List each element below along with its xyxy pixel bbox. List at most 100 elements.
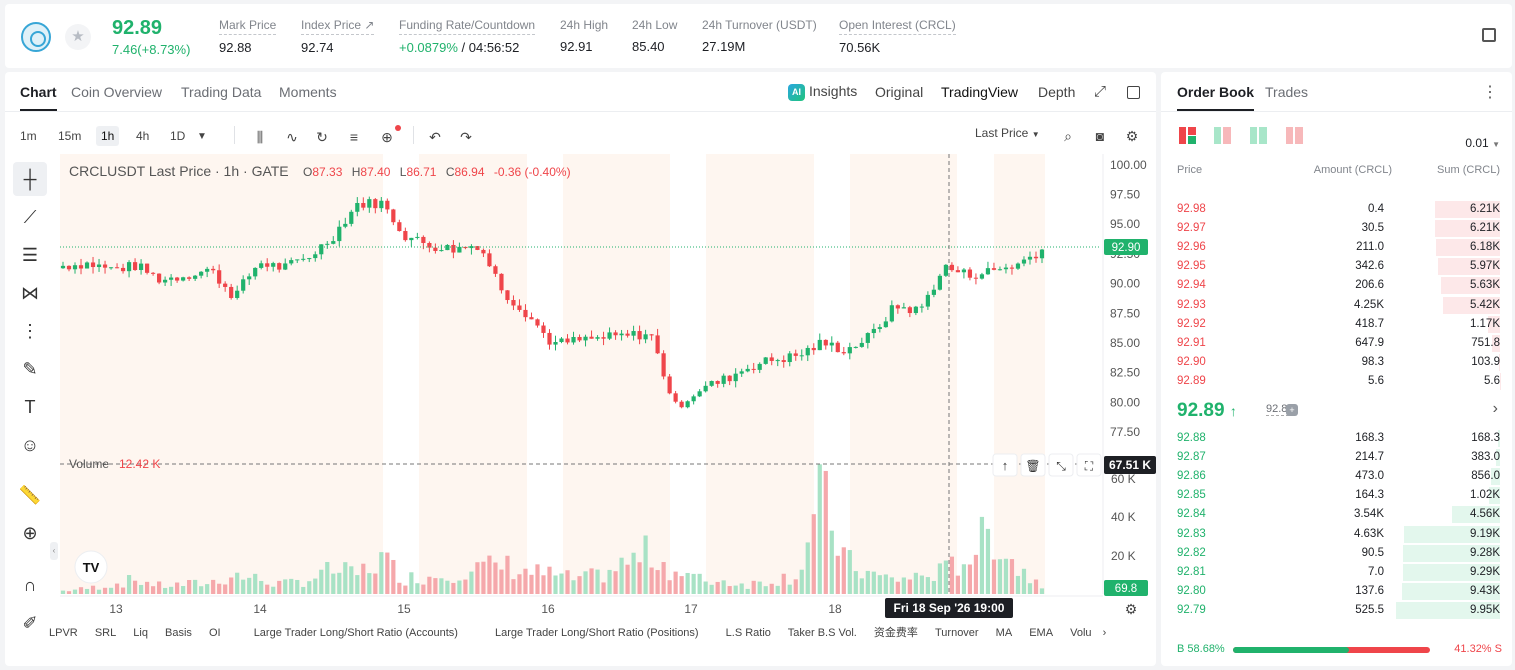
view-bids-icon[interactable]	[1250, 127, 1267, 144]
bid-row[interactable]: 92.86 473.0 856.0	[1161, 467, 1512, 486]
redo-icon[interactable]: ↷	[460, 129, 472, 145]
indicator-large-trader-accounts[interactable]: Large Trader Long/Short Ratio (Accounts)	[253, 627, 458, 639]
candle-type-icon[interactable]: ⫼	[256, 129, 264, 145]
stat-open-interest[interactable]: Open Interest (CRCL) 70.56K	[839, 18, 956, 55]
stat-funding-rate[interactable]: Funding Rate/Countdown +0.0879% / 04:56:…	[399, 18, 536, 55]
timeframe-15m[interactable]: 15m	[58, 129, 82, 143]
crosshair-tool-icon[interactable]: ┼	[13, 162, 47, 196]
compare-icon[interactable]: ↻	[316, 129, 328, 145]
indicator-taker-bs-vol[interactable]: Taker B.S Vol.	[787, 627, 857, 639]
magnet-tool-icon[interactable]: ∩	[23, 575, 37, 595]
settings-gear-icon[interactable]: ⚙	[1125, 128, 1139, 144]
move-up-button[interactable]	[992, 453, 1018, 477]
ask-row[interactable]: 92.92 418.7 1.17K	[1161, 315, 1512, 334]
ask-row[interactable]: 92.91 647.9 751.8	[1161, 334, 1512, 353]
ask-row[interactable]: 92.95 342.6 5.97K	[1161, 257, 1512, 276]
tab-trades[interactable]: Trades	[1265, 84, 1309, 100]
insights-button[interactable]: AI Insights	[788, 83, 857, 101]
bid-row[interactable]: 92.79 525.5 9.95K	[1161, 601, 1512, 620]
window-mode-icon[interactable]	[1127, 86, 1140, 99]
templates-icon[interactable]: ≡	[349, 129, 359, 145]
text-tool-icon[interactable]: T	[24, 397, 36, 417]
measure-tool-icon[interactable]: 📏	[18, 485, 42, 505]
chart-settings-icon[interactable]: ⚙	[1125, 601, 1138, 617]
indicator-lpvr[interactable]: LPVR	[49, 627, 78, 639]
indicator-funding-rate[interactable]: 资金费率	[873, 627, 918, 639]
chevron-right-icon[interactable]: ›	[1492, 400, 1498, 417]
precision-select[interactable]: 0.01 ▼	[1465, 136, 1500, 150]
tab-moments[interactable]: Moments	[279, 84, 337, 100]
timeframe-1h[interactable]: 1h	[96, 126, 120, 146]
bid-row[interactable]: 92.81 7.0 9.29K	[1161, 563, 1512, 582]
timeframe-1m[interactable]: 1m	[20, 129, 37, 143]
indicator-volume[interactable]: Volu	[1070, 627, 1092, 639]
stat-mark-price[interactable]: Mark Price 92.88	[219, 18, 277, 55]
price-source-select[interactable]: Last Price ▼	[975, 126, 1040, 140]
search-icon[interactable]: ⌕	[1064, 128, 1072, 144]
zoom-in-tool-icon[interactable]: ⊕	[22, 523, 38, 543]
timeframe-dropdown-icon[interactable]: ▼	[197, 131, 207, 142]
view-original[interactable]: Original	[875, 84, 924, 100]
tab-order-book[interactable]: Order Book	[1177, 84, 1255, 111]
bid-row[interactable]: 92.85 164.3 1.02K	[1161, 486, 1512, 505]
bid-row[interactable]: 92.84 3.54K 4.56K	[1161, 505, 1512, 524]
more-options-icon[interactable]: ⋮	[1482, 84, 1498, 101]
bid-row[interactable]: 92.83 4.63K 9.19K	[1161, 525, 1512, 544]
indicator-ema[interactable]: EMA	[1029, 627, 1054, 639]
collapse-toolbar-handle[interactable]: ‹	[50, 542, 58, 560]
collapse-pane-button[interactable]	[1048, 453, 1074, 477]
favorite-star-icon[interactable]: ★	[65, 24, 91, 50]
stat-index-price[interactable]: Index Price ↗ 92.74	[301, 18, 375, 55]
trend-line-tool-icon[interactable]: ⟋	[23, 207, 37, 227]
indicator-srl[interactable]: SRL	[94, 627, 117, 639]
add-alert-icon[interactable]: ⊕	[381, 129, 393, 145]
ask-row[interactable]: 92.97 30.5 6.21K	[1161, 219, 1512, 238]
tab-coin-overview[interactable]: Coin Overview	[71, 84, 163, 100]
bid-row[interactable]: 92.80 137.6 9.43K	[1161, 582, 1512, 601]
pattern-tool-icon[interactable]: ⋈	[21, 283, 39, 303]
bid-row[interactable]: 92.88 168.3 168.3	[1161, 429, 1512, 448]
indicator-oi[interactable]: OI	[209, 627, 221, 639]
notes-icon[interactable]	[1482, 28, 1496, 42]
tab-chart[interactable]: Chart	[20, 84, 57, 111]
ask-row[interactable]: 92.90 98.3 103.9	[1161, 353, 1512, 372]
arrow-up-icon: ↑	[1002, 458, 1009, 473]
horizontal-lines-tool-icon[interactable]: ☰	[21, 245, 39, 265]
volume-bar	[457, 580, 462, 594]
indicator-turnover[interactable]: Turnover	[934, 627, 979, 639]
timeframe-1d[interactable]: 1D	[170, 129, 186, 143]
indicator-ma[interactable]: MA	[995, 627, 1013, 639]
view-asks-icon[interactable]	[1286, 127, 1303, 144]
ask-row[interactable]: 92.93 4.25K 5.42K	[1161, 296, 1512, 315]
tradingview-logo-icon[interactable]	[74, 550, 108, 584]
price-chart[interactable]: 100.0097.5095.0092.5090.0087.5085.0082.5…	[5, 72, 1156, 666]
fib-tool-icon[interactable]: ⋮	[21, 321, 39, 341]
indicator-large-trader-positions[interactable]: Large Trader Long/Short Ratio (Positions…	[494, 627, 699, 639]
timeframe-4h[interactable]: 4h	[136, 129, 150, 143]
undo-icon[interactable]: ↶	[429, 129, 441, 145]
brush-tool-icon[interactable]: ✎	[22, 359, 38, 379]
emoji-tool-icon[interactable]: ☺	[20, 435, 40, 455]
indicators-icon[interactable]: ∿	[286, 129, 298, 145]
delete-pane-button[interactable]	[1020, 453, 1046, 477]
lock-drawing-tool-icon[interactable]: ✐	[22, 613, 38, 633]
view-depth[interactable]: Depth	[1038, 84, 1076, 100]
view-tradingview[interactable]: TradingView	[941, 84, 1019, 100]
ask-row[interactable]: 92.89 5.6 5.6	[1161, 372, 1512, 391]
ask-row[interactable]: 92.94 206.6 5.63K	[1161, 276, 1512, 295]
ask-row[interactable]: 92.98 0.4 6.21K	[1161, 200, 1512, 219]
expand-icon[interactable]: ⤢	[1094, 83, 1107, 100]
view-both-alt-icon[interactable]	[1214, 127, 1231, 144]
mid-price[interactable]: 92.89 ↑	[1177, 400, 1237, 422]
maximize-pane-button[interactable]	[1076, 453, 1102, 477]
ask-row[interactable]: 92.96 211.0 6.18K	[1161, 238, 1512, 257]
view-both-icon[interactable]	[1179, 127, 1196, 144]
indicator-liq[interactable]: Liq	[133, 627, 148, 639]
indicator-ls-ratio[interactable]: L.S Ratio	[725, 627, 771, 639]
screenshot-icon[interactable]: ◙	[1095, 128, 1105, 144]
indicator-basis[interactable]: Basis	[165, 627, 192, 639]
chevron-right-icon[interactable]: ›	[1102, 627, 1107, 639]
bid-row[interactable]: 92.87 214.7 383.0	[1161, 448, 1512, 467]
tab-trading-data[interactable]: Trading Data	[181, 84, 262, 100]
bid-row[interactable]: 92.82 90.5 9.28K	[1161, 544, 1512, 563]
